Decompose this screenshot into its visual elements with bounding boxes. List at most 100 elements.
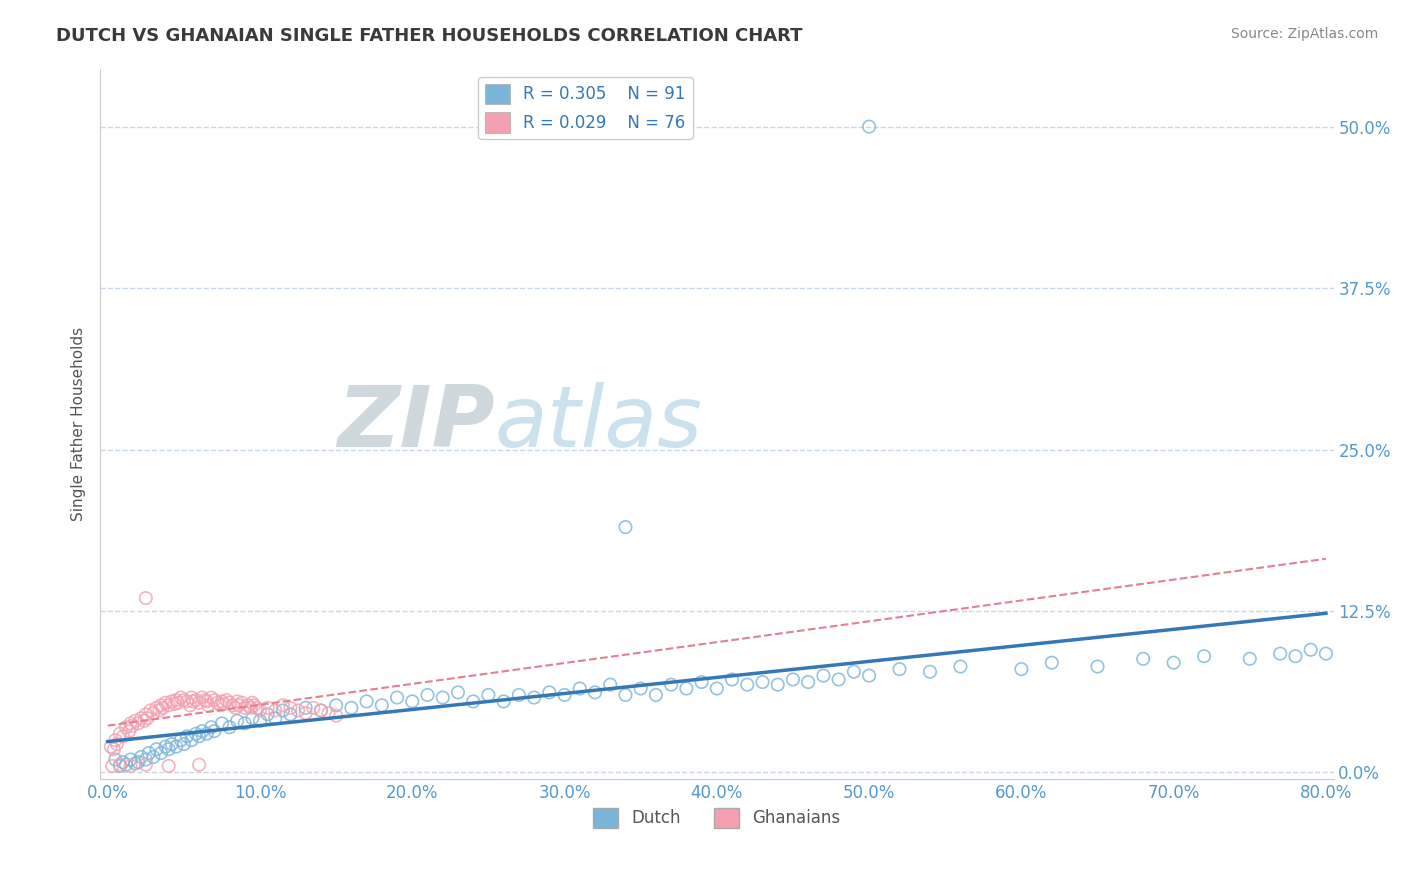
Point: [173, 737, 195, 751]
Point: [256, 707, 278, 722]
Point: [523, 690, 546, 705]
Point: [150, 698, 173, 713]
Point: [157, 698, 180, 713]
Point: [181, 694, 204, 708]
Text: atlas: atlas: [495, 382, 703, 466]
Point: [221, 698, 243, 713]
Point: [135, 757, 157, 772]
Point: [249, 703, 271, 717]
Point: [215, 693, 238, 707]
Point: [200, 690, 222, 705]
Point: [226, 694, 249, 708]
Point: [120, 753, 142, 767]
Point: [118, 724, 141, 739]
Point: [858, 668, 880, 682]
Point: [197, 698, 219, 713]
Point: [309, 703, 332, 717]
Point: [231, 696, 253, 710]
Point: [135, 591, 157, 606]
Point: [226, 714, 249, 728]
Point: [145, 742, 167, 756]
Point: [659, 678, 682, 692]
Point: [155, 696, 177, 710]
Point: [918, 665, 941, 679]
Point: [447, 685, 470, 699]
Point: [371, 698, 394, 713]
Point: [1087, 659, 1109, 673]
Point: [100, 739, 122, 754]
Point: [173, 693, 195, 707]
Point: [813, 668, 835, 682]
Point: [735, 678, 758, 692]
Point: [842, 665, 865, 679]
Point: [1270, 647, 1292, 661]
Point: [157, 759, 180, 773]
Text: DUTCH VS GHANAIAN SINGLE FATHER HOUSEHOLDS CORRELATION CHART: DUTCH VS GHANAIAN SINGLE FATHER HOUSEHOL…: [56, 27, 803, 45]
Point: [121, 719, 143, 733]
Point: [385, 690, 408, 705]
Text: Source: ZipAtlas.com: Source: ZipAtlas.com: [1230, 27, 1378, 41]
Point: [188, 696, 211, 710]
Point: [432, 690, 454, 705]
Point: [191, 690, 214, 705]
Point: [160, 694, 183, 708]
Point: [583, 685, 606, 699]
Point: [180, 690, 202, 705]
Point: [239, 701, 262, 715]
Point: [721, 673, 744, 687]
Point: [176, 729, 198, 743]
Point: [148, 703, 170, 717]
Point: [184, 693, 207, 707]
Point: [202, 724, 225, 739]
Point: [264, 703, 287, 717]
Point: [127, 716, 149, 731]
Point: [599, 678, 621, 692]
Point: [111, 755, 134, 769]
Point: [1239, 652, 1261, 666]
Point: [134, 714, 156, 728]
Point: [195, 694, 218, 708]
Point: [538, 685, 561, 699]
Point: [325, 698, 347, 713]
Point: [287, 703, 309, 717]
Point: [1040, 656, 1063, 670]
Point: [138, 746, 160, 760]
Point: [218, 720, 240, 734]
Point: [150, 746, 173, 760]
Point: [135, 753, 157, 767]
Point: [249, 714, 271, 728]
Point: [858, 120, 880, 134]
Point: [294, 701, 316, 715]
Point: [155, 739, 177, 754]
Point: [165, 693, 187, 707]
Point: [108, 759, 131, 773]
Point: [145, 701, 167, 715]
Point: [242, 696, 264, 710]
Point: [108, 727, 131, 741]
Point: [101, 759, 124, 773]
Point: [766, 678, 789, 692]
Point: [135, 707, 157, 722]
Point: [889, 662, 911, 676]
Point: [264, 711, 287, 725]
Point: [675, 681, 697, 696]
Point: [463, 694, 485, 708]
Point: [492, 694, 515, 708]
Point: [309, 703, 332, 717]
Point: [233, 716, 256, 731]
Point: [170, 690, 193, 705]
Point: [195, 727, 218, 741]
Point: [136, 711, 159, 725]
Legend: Dutch, Ghanaians: Dutch, Ghanaians: [586, 801, 848, 835]
Point: [129, 711, 152, 725]
Point: [188, 757, 211, 772]
Point: [630, 681, 652, 696]
Point: [218, 696, 240, 710]
Point: [212, 697, 235, 711]
Point: [194, 693, 217, 707]
Point: [105, 737, 128, 751]
Point: [233, 701, 256, 715]
Point: [477, 688, 499, 702]
Point: [163, 697, 186, 711]
Point: [202, 693, 225, 707]
